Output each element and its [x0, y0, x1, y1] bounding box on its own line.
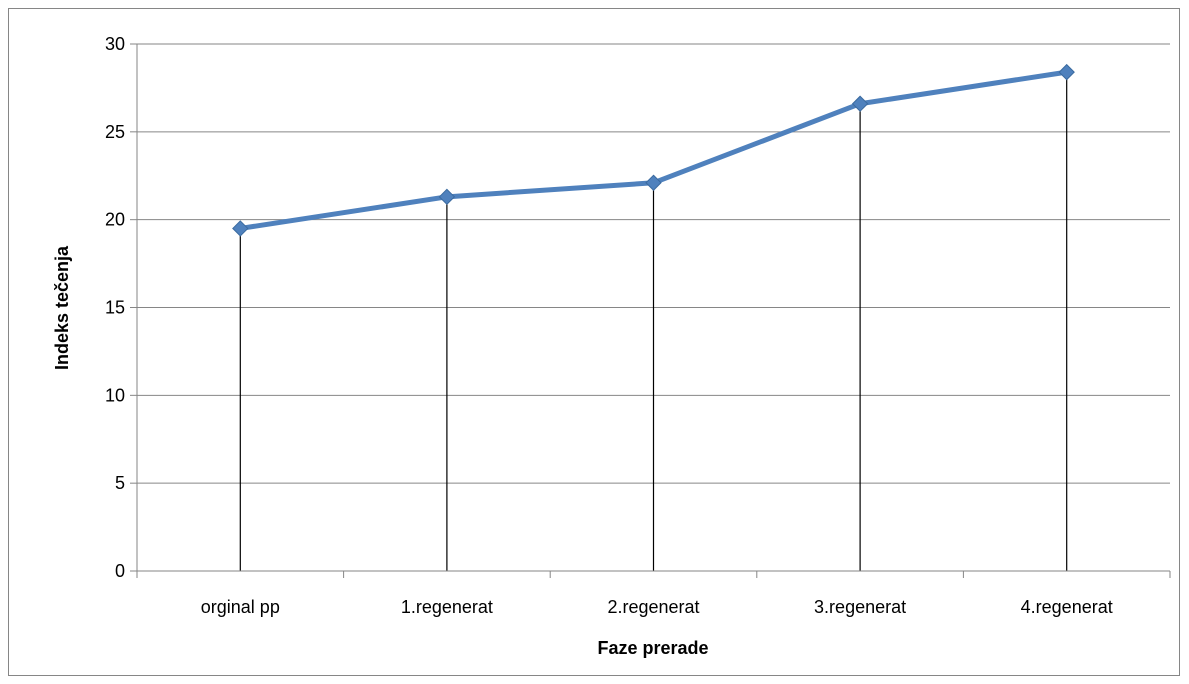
x-tick-label: 3.regenerat — [814, 597, 906, 617]
chart-frame — [8, 8, 1180, 676]
y-tick-label: 10 — [105, 385, 125, 405]
data-point-marker — [645, 174, 662, 191]
x-tick-labels: orginal pp 1.regenerat 2.regenerat 3.regene… — [201, 597, 1113, 617]
axes — [136, 44, 1171, 578]
y-tick-label: 5 — [115, 473, 125, 493]
series-group — [232, 63, 1075, 237]
y-axis-title: Indeks tečenja — [52, 245, 72, 370]
data-point-marker — [851, 95, 869, 112]
y-tick-label: 15 — [105, 298, 125, 318]
gridlines — [130, 43, 1170, 572]
data-point-marker — [438, 188, 456, 206]
x-tick-label: 2.regenerat — [607, 597, 699, 617]
x-tick-label: 4.regenerat — [1021, 597, 1113, 617]
x-tick-label: 1.regenerat — [401, 597, 493, 617]
y-tick-label: 20 — [105, 210, 125, 230]
data-point-marker — [1058, 63, 1075, 81]
y-tick-label: 30 — [105, 34, 125, 54]
x-axis-title: Faze prerade — [597, 638, 708, 658]
y-tick-label: 0 — [115, 561, 125, 581]
y-tick-labels: 0 5 10 15 20 25 30 — [105, 34, 125, 581]
drop-lines — [239, 72, 1068, 571]
y-tick-label: 25 — [105, 122, 125, 142]
x-tick-label: orginal pp — [201, 597, 280, 617]
data-point-marker — [232, 220, 249, 237]
